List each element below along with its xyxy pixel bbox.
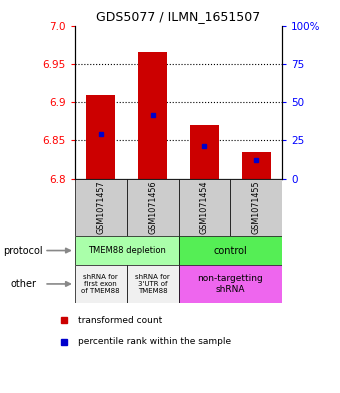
Text: GSM1071454: GSM1071454 (200, 180, 209, 234)
Bar (230, 179, 282, 236)
Text: control: control (214, 246, 247, 255)
Title: GDS5077 / ILMN_1651507: GDS5077 / ILMN_1651507 (96, 10, 261, 23)
Text: protocol: protocol (3, 246, 43, 255)
Text: TMEM88 depletion: TMEM88 depletion (88, 246, 166, 255)
Text: GSM1071455: GSM1071455 (252, 180, 261, 234)
Bar (126, 179, 178, 236)
Text: transformed count: transformed count (78, 316, 162, 325)
Bar (126, 265, 178, 303)
Bar (75, 236, 178, 265)
Bar (190, 125, 219, 179)
Bar (75, 179, 126, 236)
Bar (86, 94, 115, 179)
Bar (75, 265, 126, 303)
Bar (178, 179, 231, 236)
Text: non-targetting
shRNA: non-targetting shRNA (198, 274, 263, 294)
Text: percentile rank within the sample: percentile rank within the sample (78, 338, 231, 346)
Bar (242, 152, 271, 179)
Text: GSM1071457: GSM1071457 (96, 180, 105, 234)
Text: other: other (10, 279, 36, 289)
Bar (138, 52, 167, 179)
Text: shRNA for
3'UTR of
TMEM88: shRNA for 3'UTR of TMEM88 (135, 274, 170, 294)
Text: GSM1071456: GSM1071456 (148, 180, 157, 234)
Bar (178, 265, 282, 303)
Text: shRNA for
first exon
of TMEM88: shRNA for first exon of TMEM88 (81, 274, 120, 294)
Bar (178, 236, 282, 265)
